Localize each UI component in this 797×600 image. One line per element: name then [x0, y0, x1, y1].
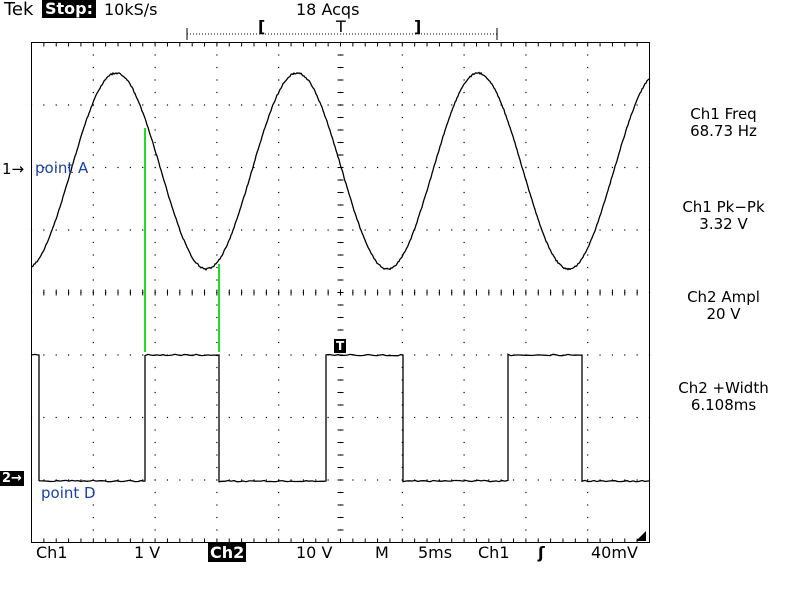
- trigger-slope-icon: ʃ: [538, 543, 545, 562]
- trigger-level[interactable]: 40mV: [591, 543, 638, 562]
- measurement-panel: Ch1 Freq 68.73 Hz Ch1 Pk−Pk 3.32 V Ch2 A…: [650, 0, 797, 600]
- measurement-ch1-pkpk[interactable]: Ch1 Pk−Pk 3.32 V: [650, 199, 797, 233]
- ch1-label[interactable]: Ch1: [36, 543, 68, 562]
- measurement-ch1-freq[interactable]: Ch1 Freq 68.73 Hz: [650, 106, 797, 140]
- ch1-scale: 1 V: [134, 543, 160, 562]
- measurement-value: 68.73 Hz: [650, 123, 797, 140]
- measurement-ch2-ampl[interactable]: Ch2 Ampl 20 V: [650, 289, 797, 323]
- point-a-label: point A: [35, 159, 88, 177]
- measurement-label: Ch2 Ampl: [650, 289, 797, 306]
- measurement-value: 6.108ms: [650, 397, 797, 414]
- status-bar: Ch1 1 V Ch2 10 V M 5ms Ch1 ʃ 40mV: [0, 543, 797, 567]
- trigger-level-marker[interactable]: T: [334, 339, 346, 353]
- ch2-ground-marker[interactable]: 2→: [0, 471, 24, 486]
- measurement-value: 3.32 V: [650, 216, 797, 233]
- timebase-label: M: [375, 543, 389, 562]
- ch2-scale: 10 V: [296, 543, 332, 562]
- measurement-ch2-width[interactable]: Ch2 +Width 6.108ms: [650, 380, 797, 414]
- measurement-label: Ch1 Freq: [650, 106, 797, 123]
- point-d-label: point D: [41, 484, 96, 502]
- measurement-label: Ch1 Pk−Pk: [650, 199, 797, 216]
- trigger-source[interactable]: Ch1: [478, 543, 510, 562]
- measurement-value: 20 V: [650, 306, 797, 323]
- timebase-value[interactable]: 5ms: [418, 543, 452, 562]
- ch1-sine-trace: [32, 73, 650, 270]
- ch1-ground-marker[interactable]: 1→: [2, 160, 24, 178]
- graticule-grid: [31, 42, 650, 543]
- corner-indicator: [636, 531, 646, 541]
- measurement-label: Ch2 +Width: [650, 380, 797, 397]
- ch2-label[interactable]: Ch2: [208, 543, 246, 562]
